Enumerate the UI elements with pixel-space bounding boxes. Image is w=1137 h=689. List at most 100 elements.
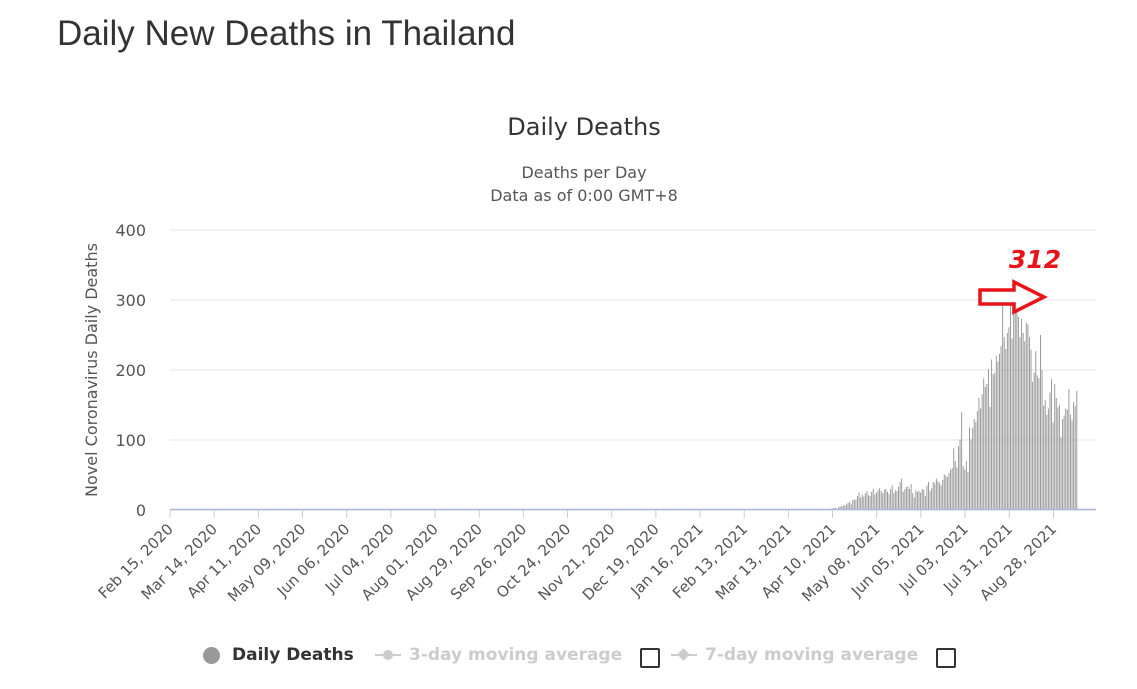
- bar: [1057, 407, 1059, 510]
- legend-item-3-day-average[interactable]: 3-day moving average: [375, 640, 622, 670]
- legend-item-daily-deaths[interactable]: Daily Deaths: [203, 640, 354, 670]
- bar: [1035, 351, 1037, 510]
- bar: [961, 412, 963, 510]
- bar: [1044, 400, 1046, 510]
- bar: [951, 468, 953, 510]
- legend-label: Daily Deaths: [232, 645, 354, 665]
- bar: [1071, 420, 1073, 510]
- bar: [935, 478, 937, 510]
- bar: [1002, 291, 1004, 510]
- bar: [959, 439, 961, 510]
- bar: [1027, 324, 1029, 510]
- bar: [1054, 384, 1056, 510]
- y-axis-label: Novel Coronavirus Daily Deaths: [82, 243, 101, 497]
- bar: [927, 482, 929, 510]
- bar: [926, 485, 928, 510]
- bar: [1066, 409, 1068, 510]
- x-tick-label: May 09, 2020: [224, 520, 309, 605]
- bar: [847, 503, 849, 510]
- chart-subtitle-line1: Deaths per Day: [521, 163, 646, 182]
- bar: [970, 439, 972, 510]
- bar: [1055, 398, 1057, 510]
- bar: [992, 374, 994, 510]
- bar: [939, 482, 941, 510]
- peak-annotation: 312: [978, 245, 1061, 315]
- bar: [986, 384, 988, 510]
- bar: [883, 489, 885, 510]
- bar: [916, 491, 918, 510]
- bar: [874, 494, 876, 510]
- x-tick-label: Feb 15, 2020: [95, 520, 177, 602]
- bar: [967, 472, 969, 510]
- bar: [1014, 313, 1016, 510]
- bar: [1062, 419, 1064, 510]
- x-tick-label: Nov 21, 2020: [534, 520, 618, 604]
- bar: [918, 491, 920, 510]
- bar: [957, 446, 959, 510]
- peak-arrow-icon: [978, 279, 1048, 315]
- bar: [1068, 388, 1070, 510]
- bar: [1047, 408, 1049, 510]
- bar: [853, 499, 855, 510]
- bar: [1073, 402, 1075, 510]
- bar: [924, 496, 926, 510]
- bar: [899, 482, 901, 510]
- bar: [942, 479, 944, 510]
- bar: [978, 398, 980, 510]
- toggle-3-day-average-checkbox[interactable]: [640, 648, 660, 668]
- chart-title: Daily Deaths: [507, 113, 660, 141]
- bar: [946, 477, 948, 510]
- bar: [1033, 372, 1035, 510]
- bar: [855, 499, 857, 510]
- line-marker-icon: [671, 648, 697, 661]
- bar: [948, 472, 950, 510]
- bar: [1046, 414, 1048, 510]
- bar: [1011, 338, 1013, 510]
- x-tick-label: Aug 29, 2020: [402, 520, 486, 604]
- bar: [858, 492, 860, 510]
- y-axis-ticks: 0 100 200 300 400: [115, 221, 146, 520]
- y-tick-label: 100: [115, 431, 146, 450]
- bar: [1024, 341, 1026, 510]
- y-tick-label: 0: [136, 501, 146, 520]
- bar: [1017, 316, 1019, 510]
- bar: [882, 493, 884, 510]
- bar: [953, 448, 955, 510]
- bar: [864, 493, 866, 510]
- bar: [994, 372, 996, 510]
- bar: [923, 489, 925, 510]
- bar: [984, 386, 986, 510]
- bar: [1028, 337, 1030, 510]
- x-tick-label: Aug 28, 2021: [976, 520, 1060, 604]
- bar: [976, 411, 978, 510]
- bar: [912, 493, 914, 510]
- x-tick-label: Mar 13, 2021: [712, 520, 795, 603]
- bar: [929, 491, 931, 510]
- bars: [170, 291, 1096, 511]
- bar: [842, 505, 844, 510]
- bar: [871, 491, 873, 510]
- bar: [845, 504, 847, 510]
- bar: [1032, 381, 1034, 510]
- bar: [891, 485, 893, 510]
- x-tick-label: Aug 01, 2020: [358, 520, 442, 604]
- x-tick-label: May 08, 2021: [798, 520, 883, 605]
- bar: [902, 491, 904, 510]
- bar: [975, 421, 977, 510]
- bar: [1036, 375, 1038, 510]
- bar: [1025, 322, 1027, 510]
- x-tick-label: Sep 26, 2020: [447, 520, 530, 603]
- bar: [877, 490, 879, 510]
- bar: [909, 489, 911, 510]
- bar: [956, 467, 958, 510]
- toggle-7-day-average-checkbox[interactable]: [936, 648, 956, 668]
- bar: [896, 491, 898, 510]
- bar: [950, 469, 952, 510]
- x-tick-label: Mar 14, 2020: [138, 520, 221, 603]
- bar: [866, 491, 868, 510]
- bar: [1063, 415, 1065, 510]
- bar: [1074, 406, 1076, 510]
- bar: [838, 507, 840, 510]
- bar: [997, 361, 999, 510]
- legend-item-7-day-average[interactable]: 7-day moving average: [671, 640, 918, 670]
